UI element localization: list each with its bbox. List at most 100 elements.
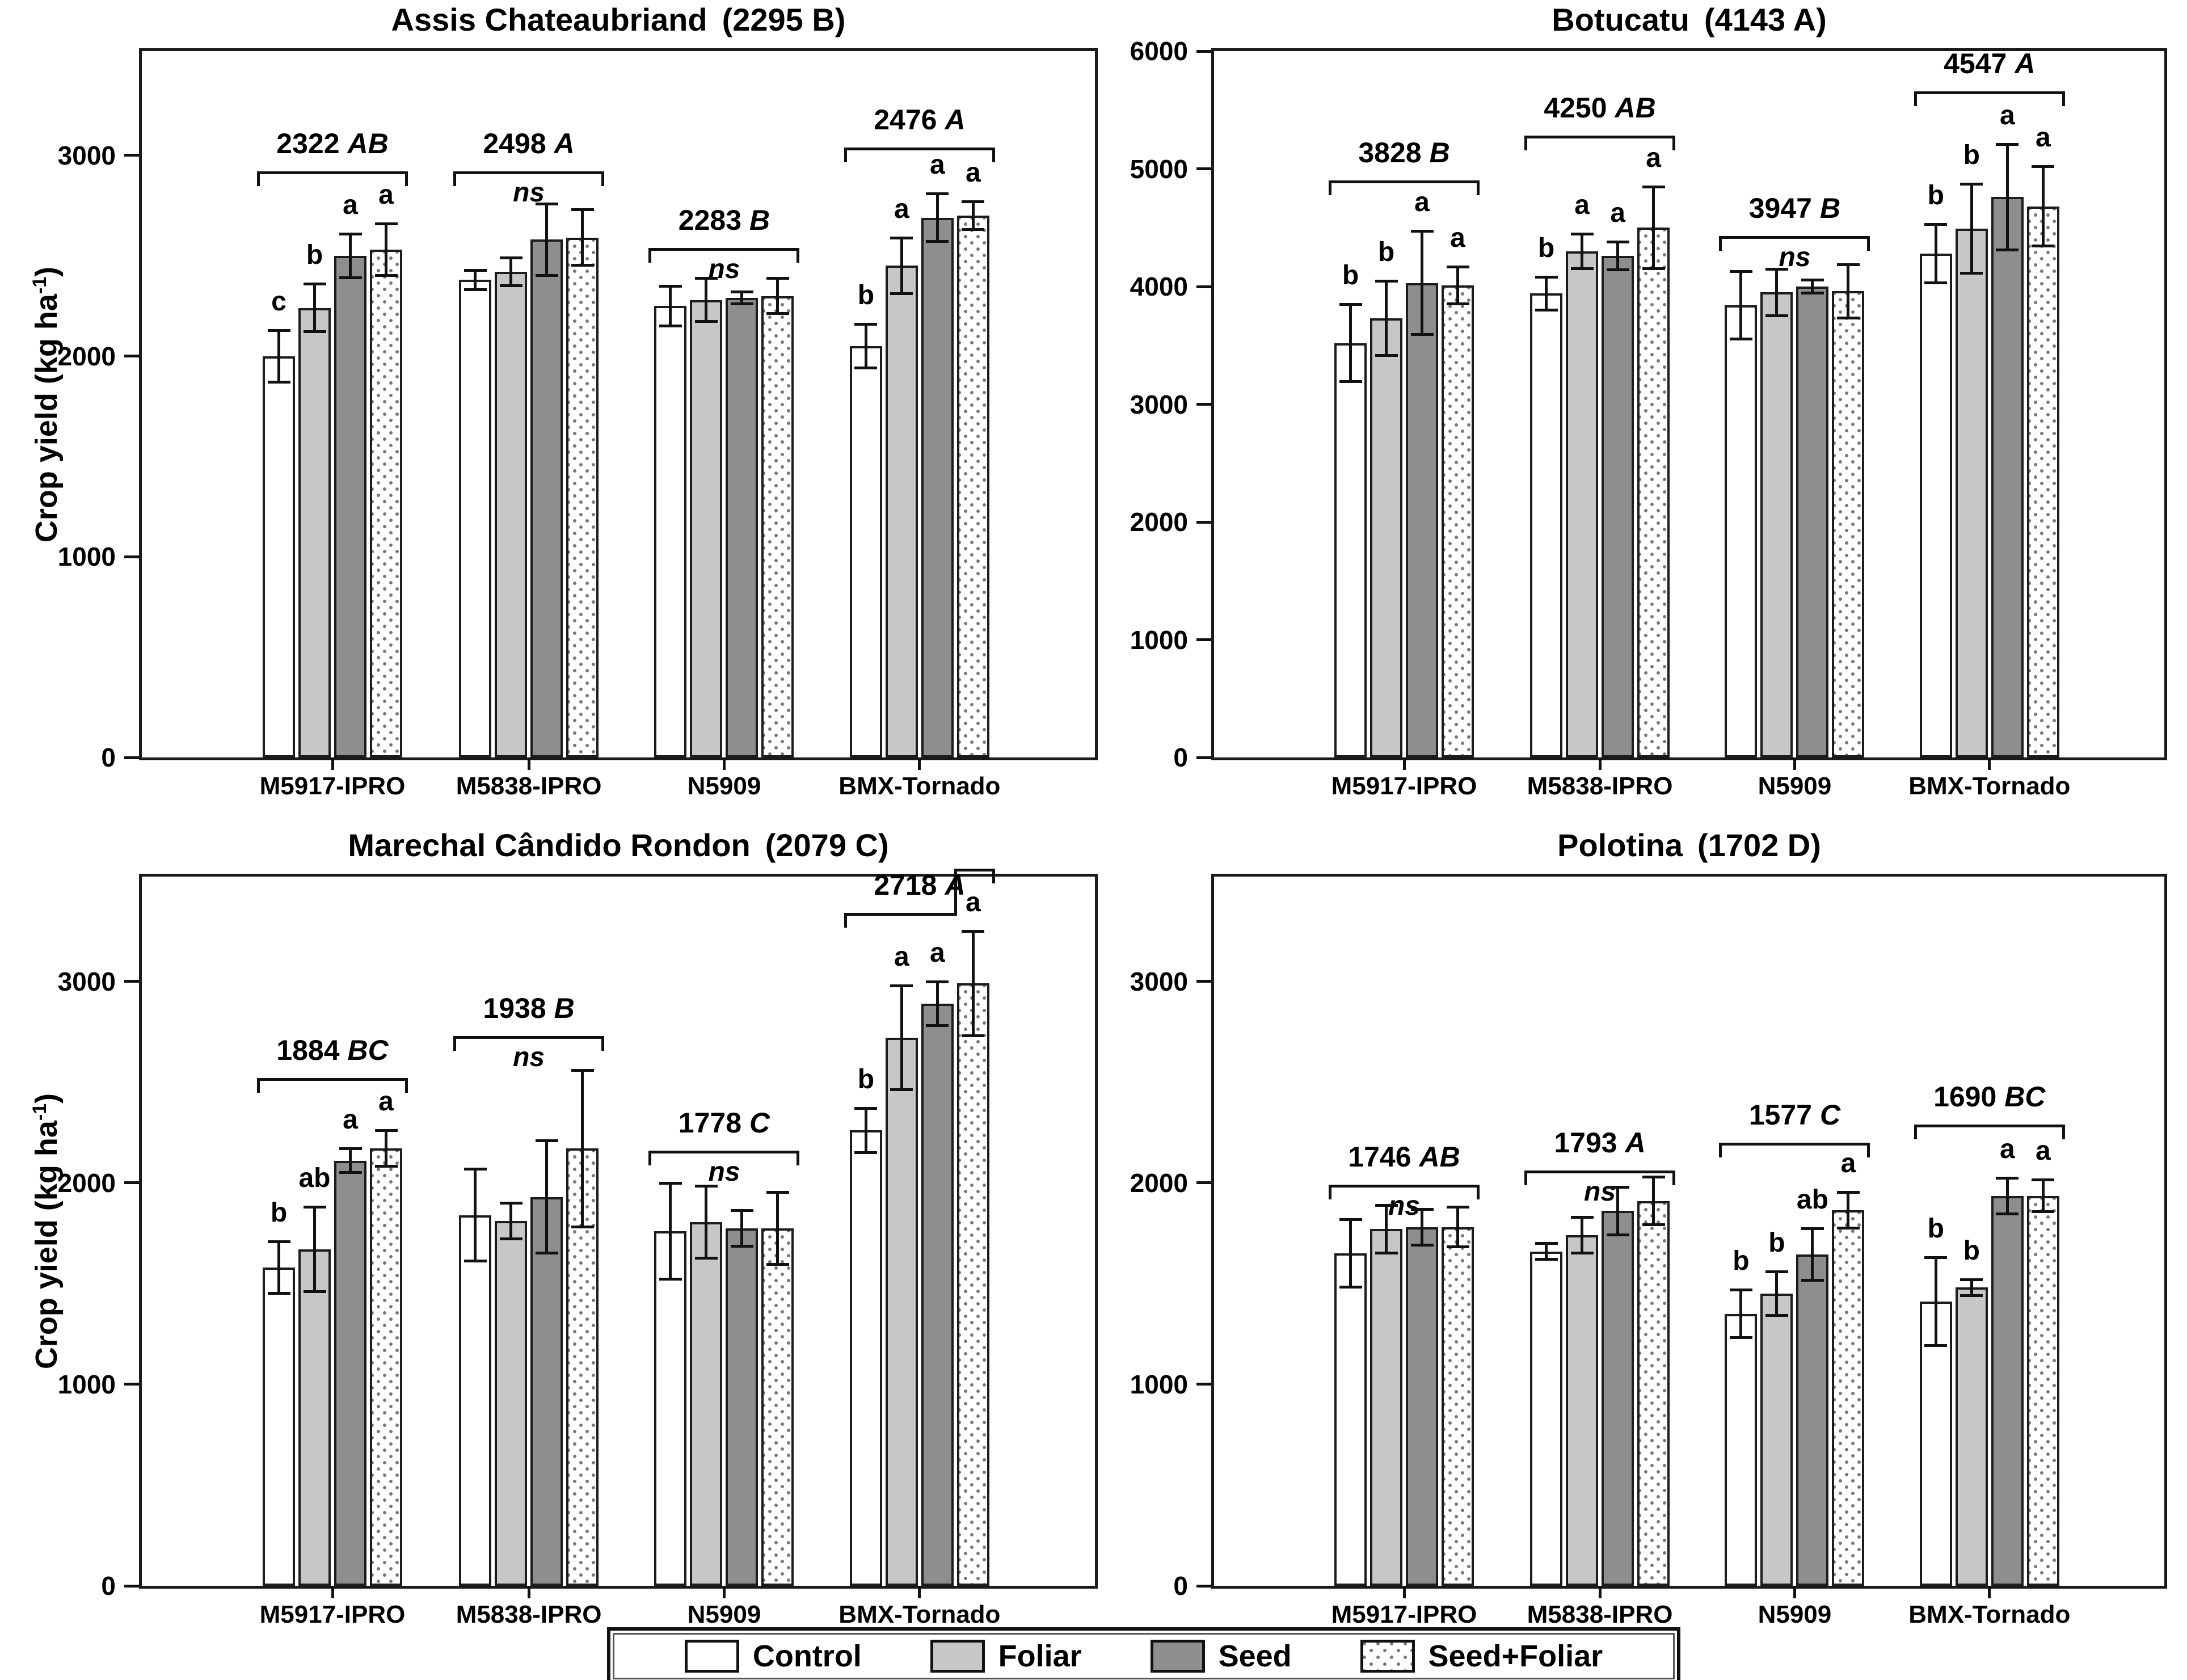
error-bar — [581, 1070, 584, 1227]
error-bar-cap — [1570, 1216, 1594, 1219]
significance-bracket — [257, 171, 408, 175]
error-bar-cap — [267, 1240, 290, 1243]
x-tick-mark — [1402, 757, 1406, 770]
x-tick-mark — [331, 757, 334, 770]
group-mean-value: 1938 — [483, 992, 546, 1024]
bar-control — [459, 1215, 492, 1586]
error-bar-cap — [1339, 380, 1362, 384]
significance-bracket — [844, 147, 995, 150]
error-bar-cap — [1924, 1256, 1948, 1260]
error-bar-cap — [659, 324, 682, 327]
x-tick-mark — [1793, 757, 1796, 770]
bar-seed-foliar — [956, 216, 989, 757]
bar-foliar — [885, 266, 918, 757]
error-bar-cap — [1375, 1252, 1398, 1255]
error-bar-cap — [1410, 230, 1434, 233]
error-bar-cap — [571, 1225, 594, 1228]
y-tick-mark — [124, 154, 139, 157]
error-bar-cap — [463, 1260, 487, 1263]
group-mean-value: 2322 — [276, 128, 340, 160]
error-bar-cap — [1960, 1278, 1983, 1282]
treatment-letter: a — [1574, 190, 1590, 220]
treatment-letter: a — [1840, 1148, 1856, 1178]
error-bar-cap — [854, 366, 878, 369]
error-bar — [1739, 1289, 1743, 1338]
legend-label: Control — [752, 1639, 862, 1673]
significance-bracket — [1524, 1170, 1676, 1174]
error-bar-cap — [1996, 142, 2019, 146]
group-mean-value: 3947 — [1748, 192, 1812, 224]
error-bar-cap — [1606, 241, 1629, 244]
significance-bracket — [648, 247, 800, 251]
treatment-letter: a — [930, 937, 945, 968]
error-bar — [864, 324, 867, 368]
significance-bracket-hook — [1329, 1185, 1331, 1200]
y-tick-mark — [124, 355, 139, 358]
error-bar-cap — [499, 1237, 522, 1241]
y-tick-mark — [1196, 756, 1211, 759]
bar-seed — [1991, 1195, 2024, 1586]
group-mean-rank: C — [1819, 1098, 1841, 1131]
treatment-letter: b — [1963, 140, 1980, 171]
x-tick-mark — [1598, 757, 1602, 770]
y-tick-mark — [1196, 1383, 1211, 1386]
ns-annotation: ns — [513, 178, 545, 208]
significance-bracket-hook — [1867, 1142, 1870, 1157]
treatment-letter: a — [378, 180, 394, 210]
error-bar — [1456, 1207, 1459, 1248]
significance-bracket-upper — [954, 868, 995, 871]
error-bar-cap — [1996, 248, 2019, 251]
y-tick-label: 5000 — [1130, 154, 1188, 184]
ns-annotation: ns — [708, 254, 740, 284]
y-tick-mark — [1196, 403, 1211, 406]
error-bar — [1652, 1177, 1655, 1226]
error-bar — [313, 284, 316, 332]
bar-seed-foliar — [1832, 291, 1865, 757]
bar-control — [1334, 343, 1367, 757]
treatment-letter: a — [1646, 142, 1661, 173]
error-bar-cap — [1535, 276, 1558, 279]
error-bar — [900, 237, 903, 294]
significance-bracket-hook — [1672, 1170, 1676, 1186]
group-mean-rank: AB — [1615, 92, 1656, 124]
y-tick-mark — [1196, 167, 1211, 170]
legend-item-foliar: Foliar — [930, 1639, 1082, 1674]
bar-seed-foliar — [761, 1228, 794, 1586]
error-bar-cap — [499, 1202, 522, 1205]
error-bar-cap — [1642, 1176, 1665, 1179]
x-tick-mark — [918, 757, 921, 770]
error-bar-cap — [339, 1147, 362, 1151]
error-bar-cap — [2032, 165, 2055, 169]
error-bar-cap — [339, 232, 362, 235]
error-bar — [971, 930, 975, 1036]
error-bar-cap — [571, 264, 594, 267]
seed-swatch-icon — [1150, 1640, 1205, 1673]
y-tick-label: 2000 — [57, 341, 116, 371]
error-bar-cap — [766, 276, 789, 280]
legend-item-seed: Seed — [1150, 1639, 1292, 1674]
bar-foliar — [1760, 1294, 1793, 1586]
error-bar — [1775, 1271, 1779, 1316]
error-bar-cap — [303, 1290, 326, 1293]
group-mean-label: 2322 AB — [134, 129, 531, 158]
treatment-letter: a — [343, 1105, 358, 1135]
group-mean-value: 4547 — [1944, 47, 2007, 79]
bar-foliar — [1760, 292, 1793, 757]
bar-seed — [334, 1160, 366, 1586]
error-bar-cap — [766, 1262, 789, 1266]
error-bar-cap — [463, 1167, 487, 1170]
bar-seed-foliar — [1637, 228, 1670, 757]
error-bar — [971, 201, 975, 230]
error-bar-cap — [1339, 303, 1362, 306]
error-bar — [1811, 279, 1814, 294]
group-mean-value: 3828 — [1358, 137, 1422, 169]
group-mean-label: 2718 A — [721, 871, 1118, 899]
error-bar — [669, 285, 672, 326]
error-bar-cap — [1446, 265, 1469, 268]
error-bar — [1456, 266, 1459, 305]
group-mean-label: 4547 A — [1791, 49, 2187, 78]
significance-bracket-hook — [453, 1035, 457, 1051]
error-bar-cap — [535, 1252, 558, 1255]
significance-bracket — [257, 1078, 408, 1081]
panel-mean-text: (2295 B) — [722, 2, 846, 37]
